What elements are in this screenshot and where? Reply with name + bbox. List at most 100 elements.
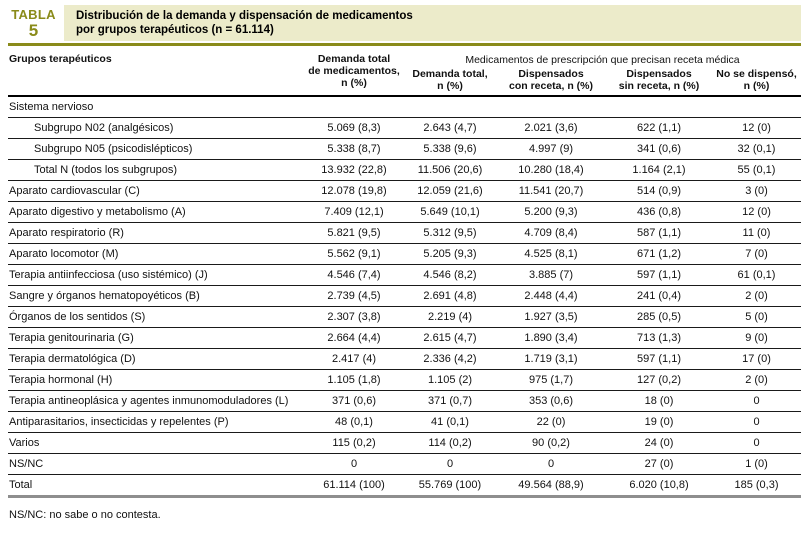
- row-label: Subgrupo N05 (psicodislépticos): [34, 143, 193, 155]
- cell-value: 2.219 (4): [427, 311, 473, 323]
- table-row: Total N (todos los subgrupos) 13.932 (22,…: [8, 159, 801, 181]
- cell-value: 1.890 (3,4): [524, 332, 578, 344]
- cell-value: 5.649 (10,1): [420, 206, 480, 218]
- table-row: Terapia dermatológica (D) 2.417 (4) 2.336 …: [8, 348, 801, 370]
- cell-value: [712, 96, 801, 118]
- cell-value: 1.719 (3,1): [524, 353, 578, 365]
- cell-value: 90 (0,2): [532, 437, 570, 449]
- row-label: Terapia genitourinaria (G): [9, 332, 134, 344]
- cell-value: 2 (0): [745, 374, 768, 386]
- cell-value: 2.615 (4,7): [423, 332, 477, 344]
- badge-label: TABLA: [11, 7, 56, 22]
- cell-value: 1.105 (2): [427, 374, 473, 386]
- cell-value: 514 (0,9): [636, 185, 682, 197]
- cell-value: 48 (0,1): [335, 416, 373, 428]
- cell-value: 18 (0): [644, 395, 674, 407]
- table-row: Subgrupo N05 (psicodislépticos) 5.338 (8,…: [8, 138, 801, 160]
- cell-value: 2.021 (3,6): [524, 122, 578, 134]
- cell-value: 1.164 (2,1): [632, 164, 686, 176]
- cell-value: 49.564 (88,9): [518, 479, 584, 491]
- cell-value: 55 (0,1): [737, 164, 776, 176]
- cell-value: 2 (0): [745, 290, 768, 302]
- page: TABLA 5 Distribución de la demanda y dis…: [8, 5, 801, 521]
- cell-value: 2.307 (3,8): [327, 311, 381, 323]
- row-label: NS/NC: [9, 458, 44, 470]
- cell-value: 341 (0,6): [636, 143, 682, 155]
- cell-value: 436 (0,8): [636, 206, 682, 218]
- cell-value: 12 (0): [742, 122, 771, 134]
- table-row: Total 61.114 (100) 55.769 (100) 49.564 (88,…: [8, 474, 801, 497]
- table-row: Terapia antineoplásica y agentes inmunom…: [8, 390, 801, 412]
- table-row: Subgrupo N02 (analgésicos) 5.069 (8,3) 2.6…: [8, 117, 801, 139]
- cell-value: 0: [350, 458, 358, 470]
- cell-value: 19 (0): [644, 416, 674, 428]
- cell-value: 4.546 (7,4): [327, 269, 381, 281]
- row-label: Aparato digestivo y metabolismo (A): [9, 206, 186, 218]
- footnote: NS/NC: no sabe o no contesta.: [9, 509, 161, 521]
- row-label: Terapia dermatológica (D): [9, 353, 136, 365]
- row-label: Aparato cardiovascular (C): [9, 185, 140, 197]
- cell-value: 10.280 (18,4): [518, 164, 584, 176]
- col-header-not-dispensed: No se dispensó, n (%): [716, 68, 797, 92]
- cell-value: 622 (1,1): [636, 122, 682, 134]
- cell-value: 0: [753, 395, 760, 407]
- col-header-prescription-group: Medicamentos de prescripción que precisa…: [465, 54, 740, 66]
- cell-value: 0: [547, 458, 555, 470]
- row-label: Aparato locomotor (M): [9, 248, 119, 260]
- cell-value: 12 (0): [742, 206, 771, 218]
- cell-value: 353 (0,6): [528, 395, 574, 407]
- table-body: Sistema nervioso Subgrupo N02 (analgésico…: [8, 96, 801, 497]
- table-row: Varios 115 (0,2) 114 (0,2) 90 (0,2) 24 (0) 0: [8, 432, 801, 454]
- table-row: Terapia genitourinaria (G) 2.664 (4,4) 2.6…: [8, 327, 801, 349]
- row-label: Terapia antiinfecciosa (uso sistémico) (…: [9, 269, 208, 281]
- row-label: Aparato respiratorio (R): [9, 227, 124, 239]
- cell-value: 6.020 (10,8): [629, 479, 689, 491]
- badge-number: 5: [28, 21, 39, 40]
- cell-value: 2.643 (4,7): [423, 122, 477, 134]
- cell-value: 11 (0): [742, 227, 771, 239]
- cell-value: 61 (0,1): [737, 269, 776, 281]
- col-header-total-demand: Demanda total de medicamentos, n (%): [308, 53, 400, 89]
- cell-value: 3.885 (7): [528, 269, 574, 281]
- accent-rule: [8, 43, 801, 46]
- cell-value: 9 (0): [745, 332, 768, 344]
- cell-value: 12.059 (21,6): [417, 185, 483, 197]
- col-header-dispensed-without-rx: Dispensados sin receta, n (%): [618, 68, 700, 92]
- row-label: Varios: [9, 437, 40, 449]
- table-title: Distribución de la demanda y dispensació…: [64, 5, 801, 41]
- row-label: Sistema nervioso: [9, 101, 94, 113]
- cell-value: 2.448 (4,4): [524, 290, 578, 302]
- row-label: Órganos de los sentidos (S): [9, 311, 146, 323]
- cell-value: 2.691 (4,8): [423, 290, 477, 302]
- table-row: Aparato cardiovascular (C) 12.078 (19,8) 1…: [8, 180, 801, 202]
- cell-value: 2.336 (4,2): [423, 353, 477, 365]
- cell-value: 0: [753, 437, 760, 449]
- col-header-dispensed-with-rx: Dispensados con receta, n (%): [508, 68, 594, 92]
- cell-value: 597 (1,1): [636, 269, 682, 281]
- cell-value: 1.927 (3,5): [524, 311, 578, 323]
- cell-value: [606, 96, 712, 118]
- table-row: Terapia hormonal (H) 1.105 (1,8) 1.105 (2)…: [8, 369, 801, 391]
- cell-value: 587 (1,1): [636, 227, 682, 239]
- row-label: Subgrupo N02 (analgésicos): [34, 122, 174, 134]
- cell-value: 5.205 (9,3): [423, 248, 477, 260]
- row-label: Terapia hormonal (H): [9, 374, 113, 386]
- cell-value: 41 (0,1): [431, 416, 469, 428]
- col-header-demand-total: Demanda total, n (%): [412, 68, 488, 92]
- cell-value: 4.525 (8,1): [524, 248, 578, 260]
- cell-value: 7.409 (12,1): [324, 206, 384, 218]
- cell-value: 2.417 (4): [331, 353, 377, 365]
- row-label: Sangre y órganos hematopoyéticos (B): [9, 290, 200, 302]
- cell-value: [304, 96, 404, 118]
- table-row: Órganos de los sentidos (S) 2.307 (3,8) 2.…: [8, 306, 801, 328]
- table-head: Grupos terapéuticos Demanda total de med…: [8, 47, 801, 96]
- cell-value: 2.739 (4,5): [327, 290, 381, 302]
- cell-value: 3 (0): [745, 185, 768, 197]
- cell-value: [496, 96, 606, 118]
- cell-value: 127 (0,2): [636, 374, 682, 386]
- cell-value: 5.821 (9,5): [327, 227, 381, 239]
- cell-value: 12.078 (19,8): [321, 185, 387, 197]
- cell-value: 4.546 (8,2): [423, 269, 477, 281]
- cell-value: 22 (0): [536, 416, 566, 428]
- table-badge: TABLA 5: [8, 5, 59, 41]
